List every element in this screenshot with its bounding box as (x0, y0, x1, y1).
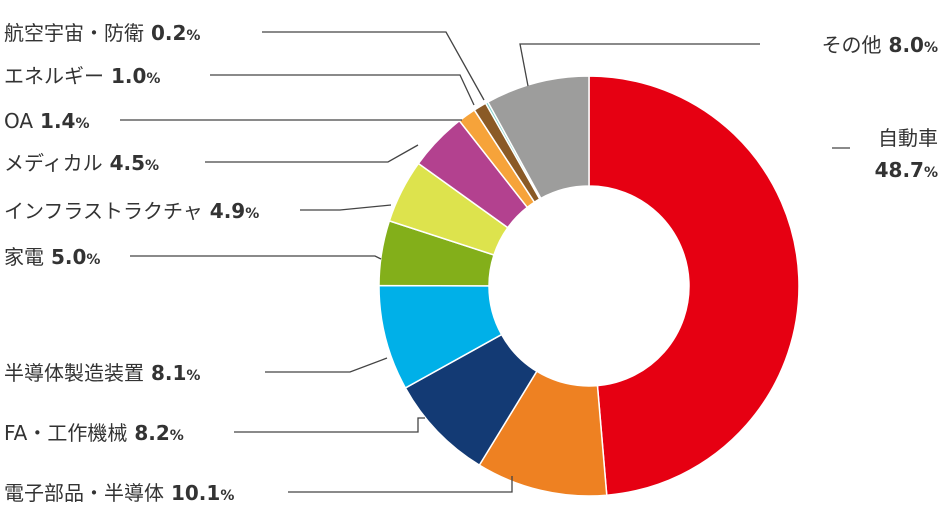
slice-0 (588, 75, 800, 497)
label-value-text-2: 8.2 (127, 421, 169, 445)
label-10: その他 8.0% (822, 33, 938, 57)
leader-lines (120, 31, 850, 493)
leader-line-1 (288, 476, 513, 493)
leader-line-3 (265, 357, 388, 373)
label-unit-1: % (220, 488, 234, 504)
label-9: 航空宇宙・防衛 0.2% (4, 21, 200, 45)
slice-10 (486, 75, 590, 200)
label-7: OA 1.4% (4, 109, 90, 133)
label-value-text-8: 1.0 (104, 64, 146, 88)
label-value-text-7: 1.4 (33, 109, 75, 133)
label-value-text-10: 8.0 (882, 33, 924, 57)
leader-line-2 (234, 417, 425, 433)
label-1: 電子部品・半導体 10.1% (4, 481, 234, 505)
leader-line-10 (519, 43, 760, 87)
label-unit-2: % (170, 428, 184, 444)
label-value-text-5: 4.9 (203, 199, 245, 223)
label-unit-8: % (146, 71, 160, 87)
label-unit-9: % (186, 28, 200, 44)
label-name-text-9: 航空宇宙・防衛 (4, 21, 144, 45)
label-6: メディカル 4.5% (4, 151, 159, 175)
label-value-text-9: 0.2 (144, 21, 186, 45)
label-unit-10: % (924, 40, 938, 56)
label-value-text-3: 8.1 (144, 361, 186, 385)
label-value-0: 48.7% (875, 158, 938, 182)
label-name-text-5: インフラストラクチャ (4, 199, 203, 223)
label-value-text-1: 10.1 (164, 481, 220, 505)
label-unit-0: % (924, 165, 938, 181)
label-8: エネルギー 1.0% (4, 64, 160, 88)
label-4: 家電 5.0% (4, 245, 100, 269)
label-value-text-4: 5.0 (44, 245, 86, 269)
label-name-text-7: OA (4, 109, 33, 133)
label-name-text-2: FA・工作機械 (4, 421, 127, 445)
label-unit-7: % (75, 116, 89, 132)
leader-line-5 (300, 204, 392, 211)
label-unit-4: % (86, 252, 100, 268)
label-unit-5: % (245, 206, 259, 222)
label-unit-6: % (145, 158, 159, 174)
label-name-text-3: 半導体製造装置 (4, 361, 144, 385)
label-value-text-0: 48.7 (875, 158, 924, 182)
leader-line-6 (205, 144, 419, 163)
leader-line-9 (262, 31, 485, 101)
label-name-text-10: その他 (822, 33, 882, 57)
label-name-text-0: 自動車 (878, 126, 938, 150)
leader-line-4 (130, 255, 382, 260)
label-name-text-8: エネルギー (4, 64, 104, 88)
label-unit-3: % (186, 368, 200, 384)
label-3: 半導体製造装置 8.1% (4, 361, 200, 385)
leader-line-8 (210, 74, 475, 106)
donut-slices (378, 75, 800, 497)
label-name-text-1: 電子部品・半導体 (4, 481, 164, 505)
label-name-0: 自動車 (878, 126, 938, 150)
label-2: FA・工作機械 8.2% (4, 421, 184, 445)
label-value-text-6: 4.5 (103, 151, 145, 175)
label-name-text-6: メディカル (4, 151, 103, 175)
label-5: インフラストラクチャ 4.9% (4, 199, 259, 223)
label-name-text-4: 家電 (4, 245, 44, 269)
